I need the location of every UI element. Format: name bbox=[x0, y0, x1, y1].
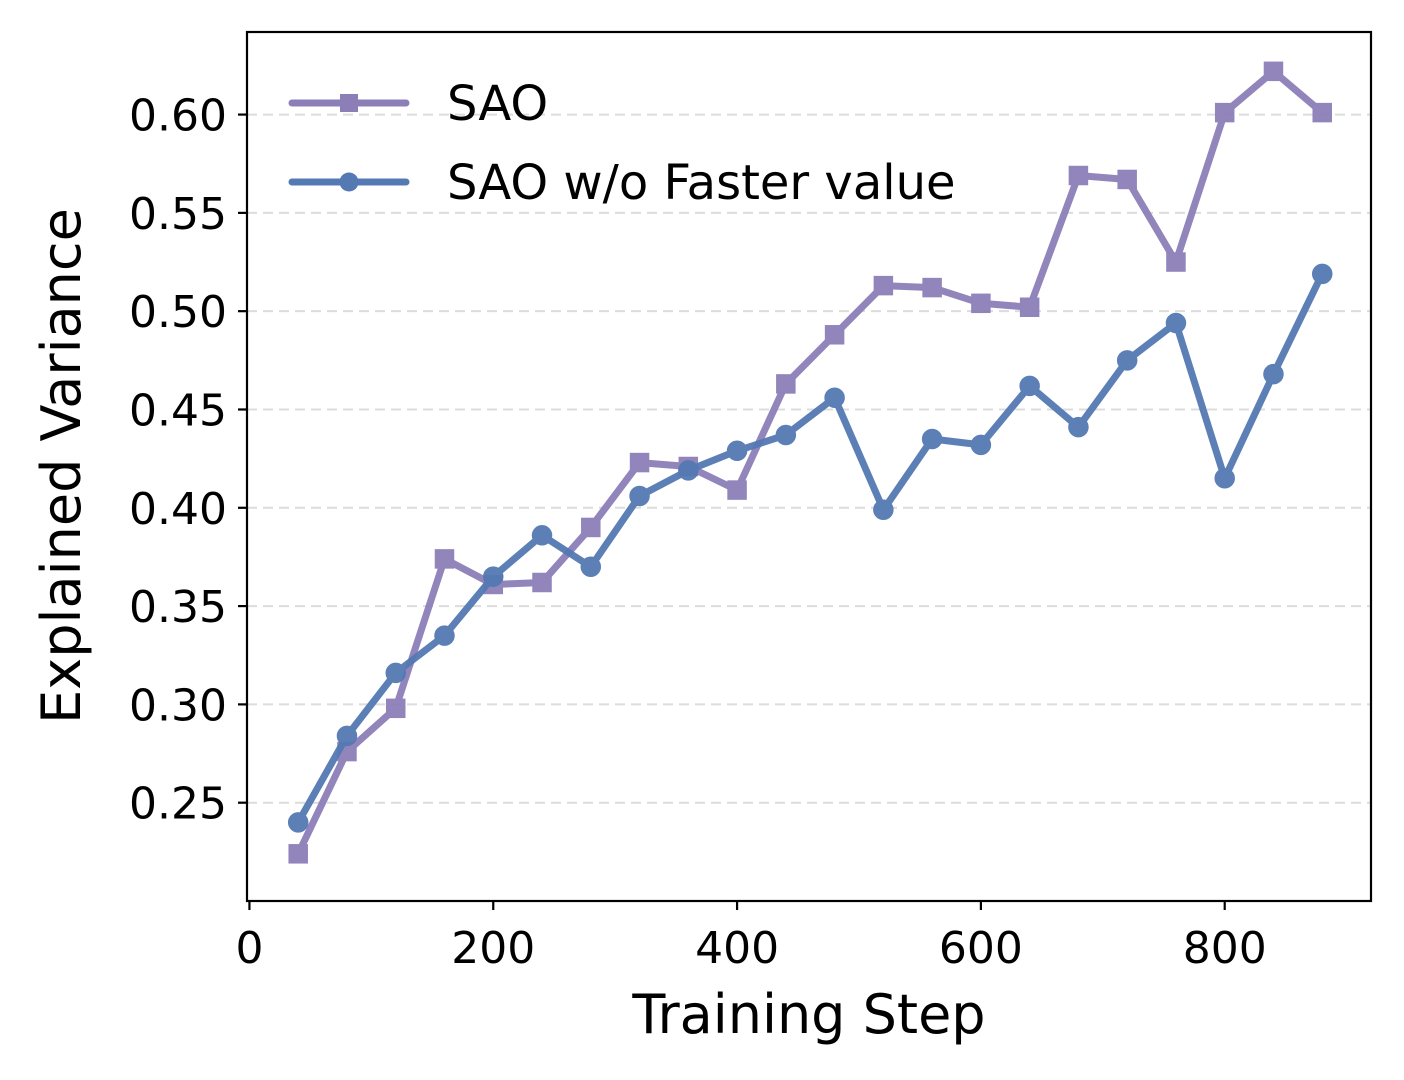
data-point bbox=[1019, 297, 1040, 317]
x-tick-label: 400 bbox=[695, 923, 779, 974]
y-tick-label: 0.40 bbox=[129, 484, 227, 535]
data-point bbox=[336, 725, 358, 747]
legend-label: SAO bbox=[447, 76, 548, 132]
data-point bbox=[1263, 61, 1284, 82]
data-point bbox=[531, 525, 553, 546]
series-line bbox=[294, 67, 1326, 858]
data-point bbox=[532, 572, 552, 593]
data-point bbox=[970, 434, 992, 456]
legend: SAO SAO w/o Faster value bbox=[288, 76, 956, 211]
y-tick-label: 0.25 bbox=[129, 779, 227, 830]
series-layer bbox=[287, 61, 1333, 864]
data-point bbox=[824, 387, 845, 408]
legend-label: SAO w/o Faster value bbox=[447, 155, 956, 211]
series-2 bbox=[287, 263, 1333, 833]
data-point bbox=[1068, 416, 1089, 438]
data-point bbox=[580, 556, 602, 578]
data-point bbox=[775, 424, 797, 446]
data-point bbox=[1312, 102, 1332, 123]
y-tick-label: 0.30 bbox=[129, 680, 227, 731]
y-tick-label: 0.55 bbox=[129, 189, 227, 240]
data-point bbox=[1116, 350, 1138, 371]
data-point bbox=[483, 566, 504, 587]
data-point bbox=[727, 480, 747, 500]
x-axis: 0 200 400 600 800 bbox=[235, 901, 1267, 974]
data-point bbox=[434, 549, 455, 569]
data-point bbox=[1117, 169, 1137, 190]
data-point bbox=[873, 499, 894, 521]
data-point bbox=[971, 293, 991, 314]
grid-lines bbox=[247, 113, 1371, 804]
data-point bbox=[1165, 312, 1187, 334]
data-point bbox=[1311, 263, 1333, 285]
data-point bbox=[1019, 375, 1040, 397]
series-line bbox=[294, 270, 1326, 826]
data-point bbox=[385, 662, 406, 684]
y-axis-label: Explained Variance bbox=[30, 208, 93, 724]
x-tick-label: 0 bbox=[235, 923, 263, 974]
data-point bbox=[1068, 165, 1089, 186]
x-tick-label: 800 bbox=[1183, 923, 1267, 974]
series-1 bbox=[288, 61, 1332, 864]
legend-entry: SAO w/o Faster value bbox=[288, 155, 956, 211]
legend-marker-circle bbox=[339, 172, 359, 192]
data-point bbox=[629, 485, 650, 507]
data-point bbox=[434, 625, 455, 646]
data-point bbox=[287, 812, 309, 833]
data-point bbox=[385, 698, 406, 719]
data-point bbox=[921, 428, 943, 450]
data-point bbox=[1214, 102, 1235, 123]
data-point bbox=[873, 275, 894, 296]
legend-entry: SAO bbox=[288, 76, 548, 132]
y-axis: 0.25 0.30 0.35 0.40 0.45 0.50 0.55 0.60 bbox=[129, 91, 247, 830]
data-point bbox=[824, 325, 845, 345]
x-axis-label: Training Step bbox=[631, 983, 985, 1046]
data-point bbox=[726, 440, 748, 462]
y-tick-label: 0.35 bbox=[129, 582, 227, 633]
y-tick-label: 0.60 bbox=[129, 91, 227, 142]
data-point bbox=[1166, 252, 1186, 272]
y-tick-label: 0.45 bbox=[129, 385, 227, 436]
data-point bbox=[288, 844, 308, 864]
y-tick-label: 0.50 bbox=[129, 287, 227, 338]
x-tick-label: 600 bbox=[939, 923, 1023, 974]
x-tick-label: 200 bbox=[451, 923, 535, 974]
data-point bbox=[922, 277, 942, 298]
data-point bbox=[678, 460, 699, 481]
data-point bbox=[1214, 468, 1235, 489]
data-point bbox=[629, 452, 650, 473]
data-point bbox=[776, 374, 796, 394]
data-point bbox=[581, 517, 601, 538]
plot-frame bbox=[245, 30, 1373, 903]
legend-marker-square bbox=[340, 94, 358, 112]
data-point bbox=[1263, 363, 1284, 385]
